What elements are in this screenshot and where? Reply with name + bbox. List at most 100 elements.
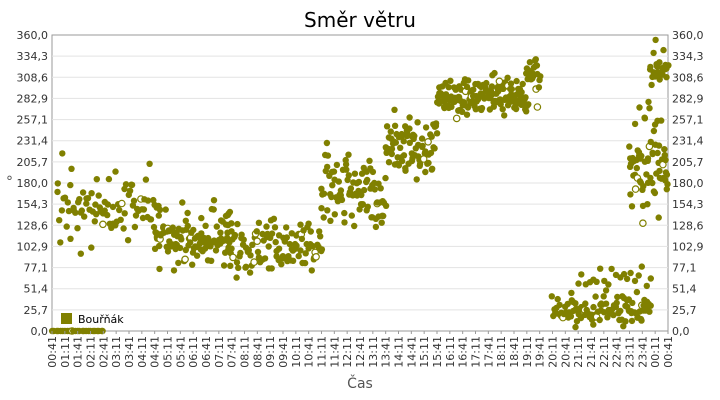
data-point bbox=[343, 166, 350, 173]
data-point bbox=[351, 222, 358, 230]
y-tick-label: 205,7 bbox=[17, 156, 49, 169]
x-tick-label: 05:41 bbox=[174, 336, 187, 368]
data-point bbox=[74, 225, 81, 232]
data-point bbox=[398, 157, 406, 165]
x-tick-label: 15:41 bbox=[431, 336, 444, 368]
data-point bbox=[295, 252, 302, 260]
data-point bbox=[382, 174, 389, 182]
data-point bbox=[169, 224, 176, 231]
data-point bbox=[391, 122, 399, 129]
data-point bbox=[647, 63, 654, 71]
data-point bbox=[661, 151, 668, 159]
data-point bbox=[65, 207, 73, 215]
data-point bbox=[68, 165, 75, 172]
y-tick-label-right: 231,4 bbox=[672, 135, 704, 148]
data-point bbox=[663, 74, 670, 81]
data-point bbox=[88, 190, 95, 197]
data-point bbox=[250, 258, 258, 266]
data-point bbox=[590, 321, 597, 328]
data-point bbox=[656, 59, 663, 66]
x-tick-label: 09:41 bbox=[277, 336, 290, 368]
data-point bbox=[104, 201, 112, 208]
data-point bbox=[433, 130, 441, 137]
data-point bbox=[663, 171, 671, 178]
data-point bbox=[298, 235, 306, 243]
y-tick-label: 180,0 bbox=[17, 177, 49, 190]
data-point bbox=[422, 124, 430, 131]
y-tick-label-right: 51,4 bbox=[672, 283, 697, 296]
data-point bbox=[333, 161, 341, 169]
data-point bbox=[140, 206, 148, 213]
data-point bbox=[246, 269, 254, 276]
x-axis: 00:41 01:11 01:41 02:11 02:41 03:11 03:41 04:11… bbox=[46, 331, 675, 368]
data-point bbox=[474, 96, 482, 103]
data-point bbox=[302, 250, 309, 257]
data-point bbox=[597, 265, 604, 272]
data-point bbox=[491, 69, 498, 77]
data-point bbox=[54, 188, 61, 196]
data-point bbox=[397, 144, 404, 151]
data-point bbox=[320, 214, 327, 221]
data-point bbox=[568, 289, 575, 297]
data-point bbox=[227, 262, 234, 269]
x-tick-label: 17:41 bbox=[482, 336, 495, 368]
x-tick-label: 01:11 bbox=[59, 336, 72, 368]
y-axis-label: ° bbox=[6, 174, 13, 190]
data-point bbox=[351, 170, 359, 177]
data-point bbox=[371, 186, 378, 193]
data-point bbox=[413, 176, 420, 183]
data-point bbox=[318, 246, 326, 253]
x-tick-label: 08:41 bbox=[251, 336, 264, 368]
data-point bbox=[342, 161, 350, 168]
data-point bbox=[308, 267, 315, 274]
data-point bbox=[99, 220, 107, 229]
data-point bbox=[198, 214, 205, 222]
data-point bbox=[664, 181, 671, 188]
data-point bbox=[463, 111, 471, 118]
data-point bbox=[318, 205, 325, 212]
data-point bbox=[556, 301, 563, 309]
data-point bbox=[323, 139, 331, 147]
data-point bbox=[318, 185, 325, 192]
data-point bbox=[647, 302, 654, 309]
x-tick-label: 10:41 bbox=[303, 336, 316, 368]
data-point bbox=[442, 91, 450, 98]
data-point bbox=[307, 228, 314, 235]
data-point bbox=[213, 223, 220, 230]
data-point bbox=[253, 237, 262, 246]
legend-label: Bouřňák bbox=[78, 313, 124, 326]
data-point bbox=[628, 203, 636, 210]
data-point bbox=[406, 139, 413, 146]
data-point bbox=[83, 200, 90, 207]
x-tick-label: 02:11 bbox=[85, 336, 98, 368]
x-tick-label: 08:11 bbox=[239, 336, 252, 368]
x-tick-label: 12:41 bbox=[354, 336, 367, 368]
data-point bbox=[572, 300, 579, 307]
x-axis-label: Čas bbox=[347, 374, 373, 392]
y-tick-label-right: 25,7 bbox=[672, 304, 697, 317]
data-point bbox=[638, 152, 645, 160]
y-tick-label-right: 154,3 bbox=[672, 198, 704, 211]
data-point bbox=[633, 164, 640, 172]
data-point bbox=[627, 191, 634, 198]
data-point bbox=[217, 229, 224, 236]
x-tick-label: 00:41 bbox=[46, 336, 59, 368]
data-point bbox=[126, 187, 134, 194]
data-point bbox=[638, 317, 645, 324]
data-point bbox=[242, 263, 250, 270]
y-tick-label: 154,3 bbox=[17, 198, 49, 211]
data-point bbox=[592, 293, 599, 300]
data-point bbox=[400, 152, 408, 159]
data-point bbox=[329, 182, 336, 189]
data-point bbox=[179, 199, 186, 206]
data-point bbox=[608, 265, 615, 273]
data-point bbox=[660, 46, 667, 54]
data-point bbox=[507, 80, 515, 87]
data-point bbox=[649, 150, 656, 158]
data-point bbox=[176, 244, 184, 252]
x-tick-label: 16:41 bbox=[457, 336, 470, 368]
data-point bbox=[661, 146, 668, 153]
data-point bbox=[635, 272, 642, 279]
data-point bbox=[170, 267, 178, 274]
data-point bbox=[61, 194, 69, 201]
